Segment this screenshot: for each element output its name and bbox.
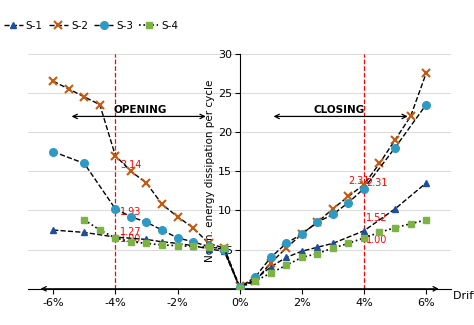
Text: 2.31: 2.31 [348,176,370,186]
Text: CLOSING: CLOSING [313,105,365,114]
Legend: S-1, S-2, S-3, S-4: S-1, S-2, S-3, S-4 [0,17,182,35]
Text: 3.14: 3.14 [120,160,141,170]
Text: 1.27: 1.27 [120,227,142,237]
Text: 1.93: 1.93 [120,207,141,217]
Text: OPENING: OPENING [114,105,167,114]
Text: 1.00: 1.00 [366,235,388,245]
Text: 2.31: 2.31 [366,178,388,188]
Text: 1.00: 1.00 [120,234,141,244]
Y-axis label: Norm. energy dissipation per cycle: Norm. energy dissipation per cycle [205,80,215,263]
Text: 1.52: 1.52 [366,213,388,223]
X-axis label: Drift %: Drift % [453,291,474,301]
